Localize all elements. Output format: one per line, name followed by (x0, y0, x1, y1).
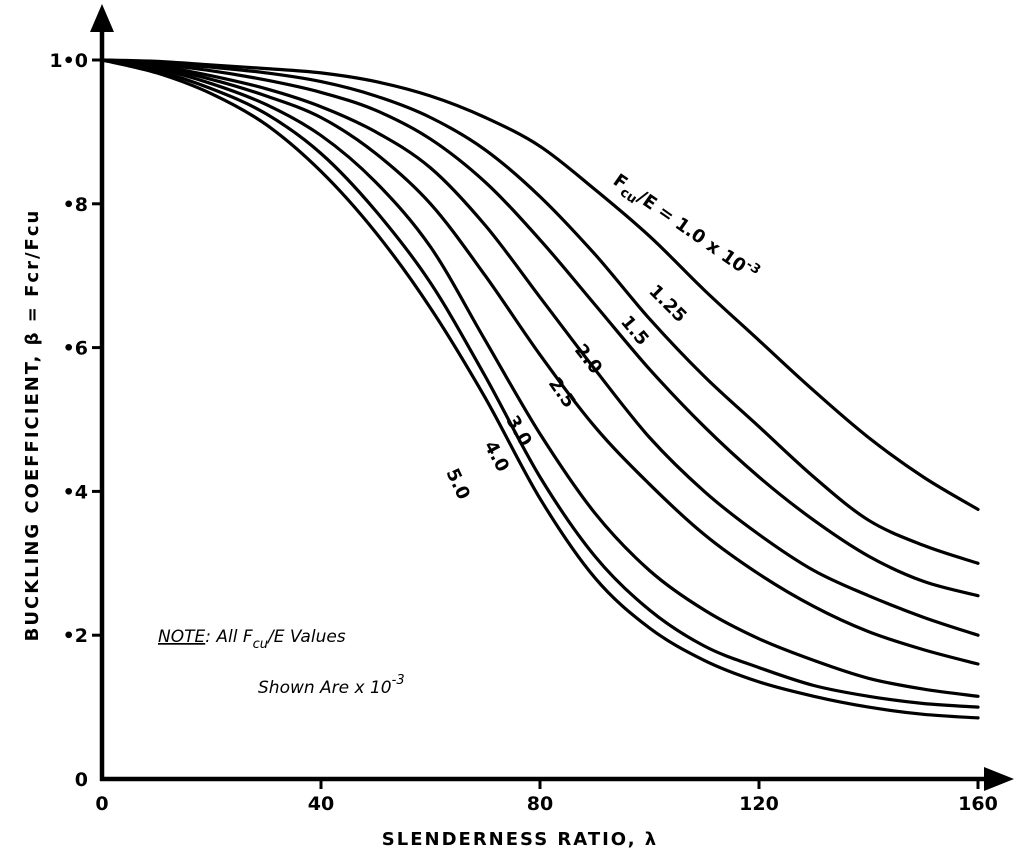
y-tick-label: •8 (63, 194, 88, 216)
y-tick-label: •4 (63, 481, 88, 503)
curve-1-0 (100, 58, 980, 511)
axes: 0 40 80 120 160 0 •2 •4 •6 •8 1•0 SLENDERNESS RATIO… (22, 4, 1014, 850)
curve-4-0 (100, 58, 980, 709)
note-line-1: NOTE: All Fcu/E Values (158, 627, 346, 652)
x-axis-title: SLENDERNESS RATIO, λ (382, 829, 658, 850)
curves (100, 58, 980, 720)
x-tick-label: 40 (308, 793, 334, 815)
curve-2-0 (100, 58, 980, 637)
labels: Fcu/E = 1.0 x 10-31.251.52.02.53.04.05.0 (441, 170, 763, 503)
curve-1-5 (100, 58, 980, 598)
y-tick-label: •6 (63, 338, 88, 360)
y-tick-label: 1•0 (49, 50, 88, 72)
x-tick-label: 0 (95, 793, 108, 815)
y-axis-title: BUCKLING COEFFICIENT, β = Fcr/Fcu (22, 209, 43, 642)
curve-label: 5.0 (441, 465, 474, 503)
x-tick-label: 80 (527, 793, 553, 815)
curve-5-0 (100, 58, 980, 720)
note-line-2: Shown Are x 10-3 (258, 673, 405, 698)
curve-label: 2.5 (544, 374, 579, 412)
x-axis-arrowhead (984, 767, 1014, 791)
y-tick-label: 0 (75, 769, 88, 791)
y-tick-label: •2 (63, 625, 88, 647)
note-annotation: NOTE: All Fcu/E Values Shown Are x 10-3 (158, 627, 405, 698)
y-axis-arrowhead (90, 4, 114, 32)
curve-2-5 (100, 58, 980, 666)
curve-3-0 (100, 58, 980, 698)
x-tick-label: 120 (739, 793, 779, 815)
x-tick-label: 160 (958, 793, 998, 815)
curve-1-25 (100, 58, 980, 565)
